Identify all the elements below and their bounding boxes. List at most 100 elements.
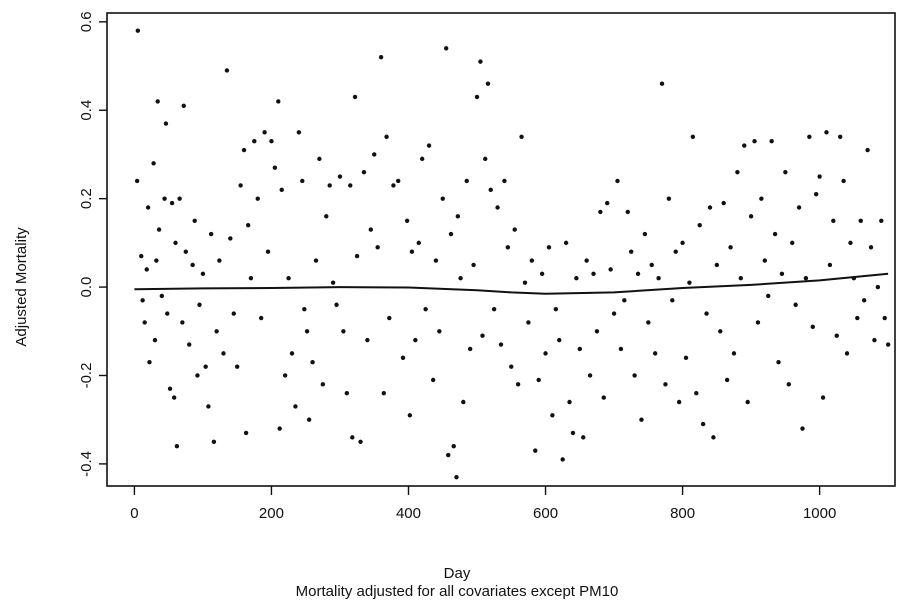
data-point bbox=[581, 435, 586, 440]
data-point bbox=[512, 227, 517, 232]
data-point bbox=[875, 284, 881, 290]
data-point bbox=[755, 320, 761, 325]
data-point bbox=[495, 205, 500, 210]
data-point bbox=[697, 222, 702, 228]
data-point bbox=[670, 298, 675, 303]
data-point bbox=[155, 99, 160, 104]
data-point bbox=[192, 218, 197, 223]
data-point bbox=[135, 28, 141, 33]
data-point bbox=[728, 245, 733, 250]
data-point bbox=[348, 183, 353, 188]
data-point bbox=[673, 249, 678, 254]
data-point bbox=[666, 196, 672, 201]
data-point bbox=[461, 399, 466, 405]
data-point bbox=[208, 231, 214, 237]
data-point bbox=[214, 329, 219, 334]
data-point bbox=[375, 245, 380, 250]
data-point bbox=[147, 360, 152, 365]
data-point bbox=[577, 346, 582, 352]
data-point bbox=[659, 81, 665, 86]
x-tick-label: 0 bbox=[130, 505, 138, 522]
data-point bbox=[272, 165, 278, 170]
y-axis-label: Adjusted Mortality bbox=[13, 227, 30, 347]
data-point bbox=[279, 187, 284, 193]
data-point bbox=[488, 187, 493, 193]
data-point bbox=[221, 351, 226, 356]
data-point bbox=[262, 130, 267, 135]
data-point bbox=[440, 196, 445, 201]
data-point bbox=[563, 240, 569, 246]
x-tick-label: 800 bbox=[670, 505, 695, 522]
data-point bbox=[139, 253, 144, 259]
data-point bbox=[742, 143, 747, 148]
data-point bbox=[211, 439, 217, 444]
data-point bbox=[776, 360, 781, 365]
data-point bbox=[478, 59, 483, 64]
data-point bbox=[413, 337, 418, 343]
data-point bbox=[796, 205, 802, 210]
data-point bbox=[683, 355, 689, 361]
data-point bbox=[738, 276, 744, 281]
data-point bbox=[156, 227, 162, 232]
data-point bbox=[861, 298, 867, 303]
data-point bbox=[154, 258, 159, 263]
data-point bbox=[714, 262, 720, 268]
data-point bbox=[786, 382, 791, 387]
data-point bbox=[324, 214, 329, 219]
data-point bbox=[480, 333, 485, 338]
data-point bbox=[443, 46, 449, 51]
data-point bbox=[663, 382, 668, 387]
data-point bbox=[181, 103, 186, 109]
y-tick-label: -0.4 bbox=[78, 451, 95, 477]
data-point bbox=[195, 373, 200, 378]
data-point bbox=[458, 276, 463, 281]
data-point bbox=[731, 351, 737, 356]
data-point bbox=[557, 337, 562, 343]
data-point bbox=[485, 81, 491, 86]
data-point bbox=[608, 267, 613, 272]
data-point bbox=[464, 178, 469, 184]
data-point bbox=[448, 231, 454, 237]
data-point bbox=[759, 196, 764, 201]
data-point bbox=[409, 249, 415, 254]
data-point bbox=[361, 169, 367, 175]
data-point bbox=[676, 399, 682, 405]
data-point bbox=[793, 302, 798, 307]
x-axis: 0 200 400 600 800 1000 bbox=[130, 486, 836, 522]
data-point bbox=[420, 156, 425, 162]
plot-frame bbox=[106, 12, 896, 487]
data-point bbox=[707, 205, 713, 210]
data-point bbox=[587, 373, 593, 378]
data-point bbox=[601, 395, 606, 400]
data-point bbox=[255, 196, 260, 201]
trend-line bbox=[134, 272, 889, 295]
data-point bbox=[169, 200, 175, 206]
data-point bbox=[234, 364, 240, 369]
data-point bbox=[509, 364, 514, 369]
data-point bbox=[258, 315, 264, 321]
data-point bbox=[241, 147, 247, 153]
data-point bbox=[649, 262, 654, 268]
x-tick-label: 600 bbox=[533, 505, 558, 522]
data-point bbox=[277, 426, 282, 431]
data-point bbox=[197, 302, 202, 307]
data-point bbox=[243, 430, 249, 436]
data-point bbox=[748, 214, 754, 219]
data-point bbox=[455, 214, 461, 219]
data-point bbox=[352, 94, 358, 100]
data-point bbox=[252, 138, 257, 144]
data-point bbox=[803, 276, 809, 281]
data-point bbox=[584, 258, 589, 263]
data-point bbox=[574, 276, 579, 281]
data-point bbox=[814, 192, 819, 197]
data-point bbox=[827, 262, 833, 268]
data-point bbox=[454, 474, 459, 480]
data-point bbox=[745, 399, 750, 405]
data-point bbox=[354, 253, 360, 259]
data-point bbox=[404, 218, 410, 223]
data-point bbox=[396, 178, 401, 184]
data-point bbox=[519, 134, 524, 139]
data-point bbox=[206, 404, 211, 409]
data-point bbox=[656, 276, 661, 281]
